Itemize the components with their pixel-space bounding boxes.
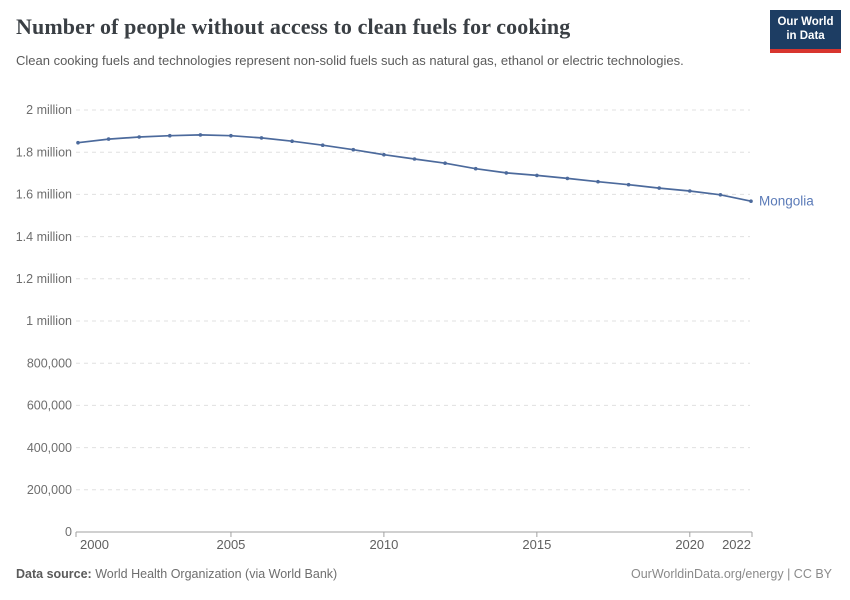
y-tick-label: 1.8 million	[16, 145, 72, 159]
owid-logo: Our World in Data	[770, 10, 841, 53]
entity-label-mongolia: Mongolia	[759, 194, 814, 209]
x-tick-label: 2015	[522, 537, 551, 552]
data-point[interactable]	[504, 171, 509, 175]
x-tick-label: 2005	[216, 537, 245, 552]
page-subtitle: Clean cooking fuels and technologies rep…	[16, 53, 684, 68]
owid-logo-line1: Our World	[777, 16, 834, 28]
chart-area: 2 million 1.8 million 1.6 million 1.4 milli…	[0, 95, 850, 570]
y-tick-label: 1.2 million	[16, 272, 72, 286]
data-point[interactable]	[596, 179, 600, 184]
data-point[interactable]	[626, 182, 631, 187]
data-source-label: Data source:	[16, 567, 92, 581]
data-point[interactable]	[443, 161, 447, 165]
data-point[interactable]	[290, 139, 294, 143]
data-point[interactable]	[198, 133, 203, 137]
data-point[interactable]	[473, 166, 478, 171]
data-point[interactable]	[657, 186, 661, 190]
y-tick-label: 800,000	[27, 356, 72, 370]
data-point[interactable]	[718, 193, 723, 197]
x-tick-label: 2020	[675, 537, 704, 552]
y-tick-label: 2 million	[26, 103, 72, 117]
page-title: Number of people without access to clean…	[16, 14, 571, 39]
y-tick-label: 0	[65, 525, 72, 539]
data-point[interactable]	[535, 173, 539, 178]
data-point[interactable]	[382, 152, 386, 157]
y-tick-label: 600,000	[27, 399, 72, 413]
data-point[interactable]	[412, 157, 417, 161]
owid-logo-line2: in Data	[786, 29, 825, 42]
data-source-value: World Health Organization (via World Ban…	[91, 567, 338, 581]
chart-footer: Data source: World Health Organization (…	[16, 567, 832, 581]
y-tick-label: 200,000	[27, 483, 72, 497]
y-tick-label: 400,000	[27, 441, 72, 455]
data-point[interactable]	[351, 147, 356, 152]
y-tick-label: 1 million	[26, 314, 72, 328]
data-point[interactable]	[137, 135, 141, 139]
y-tick-label: 1.6 million	[16, 188, 72, 202]
data-point[interactable]	[168, 133, 172, 138]
footer-credit-link[interactable]: OurWorldinData.org/energy | CC BY	[630, 567, 832, 581]
data-line	[77, 134, 752, 203]
footer-data-source: Data source: World Health Organization (…	[16, 567, 337, 581]
x-tick-label: 2022	[722, 537, 751, 552]
data-point[interactable]	[76, 140, 80, 145]
line-chart[interactable]: 2 million 1.8 million 1.6 million 1.4 milli…	[0, 95, 850, 570]
data-point[interactable]	[565, 176, 570, 181]
data-point[interactable]	[749, 199, 753, 203]
data-point[interactable]	[106, 137, 111, 141]
data-point[interactable]	[259, 136, 264, 140]
x-tick-label: 2010	[369, 537, 398, 552]
x-tick-label: 2000	[80, 537, 109, 552]
data-point[interactable]	[320, 143, 325, 147]
data-point[interactable]	[688, 189, 692, 193]
y-tick-label: 1.4 million	[16, 230, 72, 244]
data-point[interactable]	[229, 133, 233, 138]
